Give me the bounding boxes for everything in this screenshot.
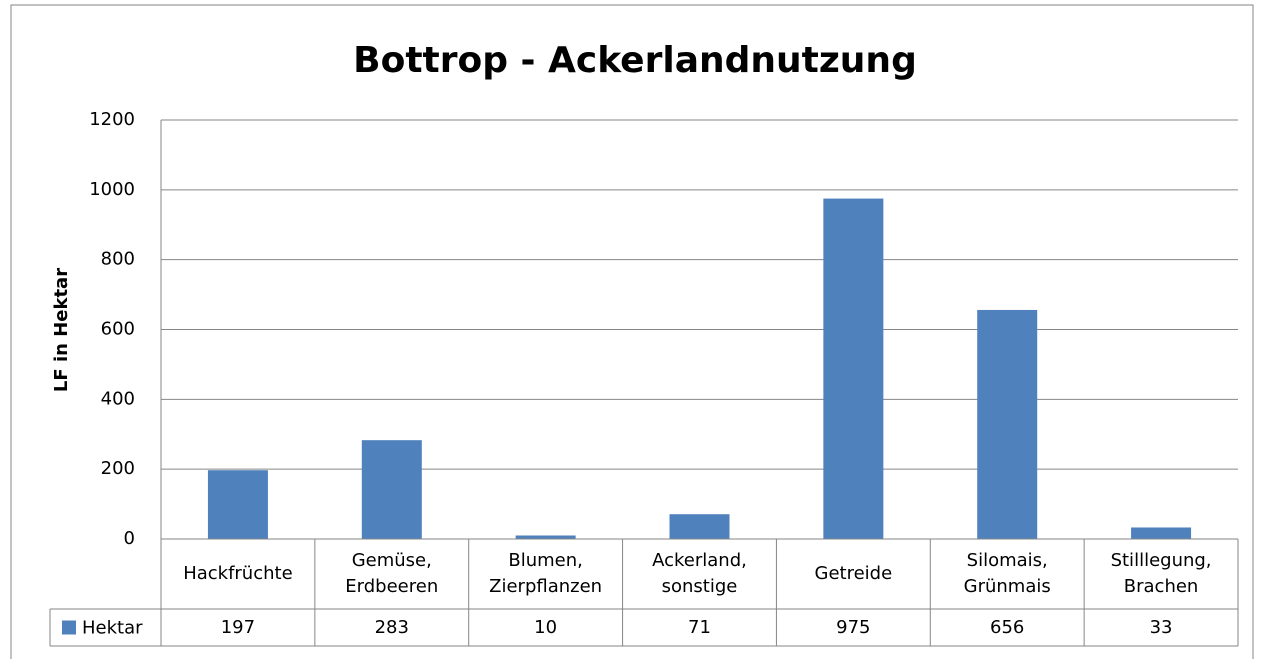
- table-value: 197: [220, 616, 256, 638]
- bar: [207, 470, 268, 539]
- y-tick-label: 600: [101, 319, 135, 340]
- x-tick-label: Ackerland, sonstige: [652, 550, 747, 597]
- bar: [1131, 527, 1192, 539]
- table-value: 656: [990, 616, 1025, 638]
- table-value: 283: [374, 616, 409, 638]
- y-tick-label: 800: [101, 249, 135, 270]
- y-tick-label: 400: [101, 388, 135, 409]
- table-value: 975: [836, 616, 871, 638]
- x-tick-label: Silomais, Grünmais: [963, 550, 1051, 597]
- table-value: 71: [688, 616, 711, 638]
- bar: [823, 198, 884, 539]
- y-tick-label: 1200: [89, 109, 135, 130]
- x-tick-label: Blumen, Zierpflanzen: [489, 550, 603, 597]
- bar: [977, 309, 1038, 539]
- x-tick-label: Getreide: [814, 563, 893, 584]
- legend-swatch: [62, 620, 76, 635]
- table-value: 33: [1149, 616, 1173, 638]
- x-tick-label: Stilllegung, Brachen: [1110, 550, 1212, 597]
- y-tick-label: 0: [124, 528, 135, 549]
- table-value: 10: [534, 616, 558, 638]
- bar: [361, 440, 422, 539]
- bar: [515, 535, 576, 539]
- y-tick-label: 200: [101, 458, 135, 479]
- x-tick-label: Hackfrüchte: [183, 563, 293, 584]
- y-tick-label: 1000: [89, 179, 135, 200]
- legend-label: Hektar: [82, 618, 143, 639]
- chart-border: [10, 4, 1254, 659]
- chart-title: Bottrop - Ackerlandnutzung: [353, 40, 917, 81]
- y-axis-label: LF in Hektar: [51, 268, 72, 392]
- bar: [669, 514, 730, 539]
- x-tick-label: Gemüse, Erdbeeren: [345, 550, 439, 597]
